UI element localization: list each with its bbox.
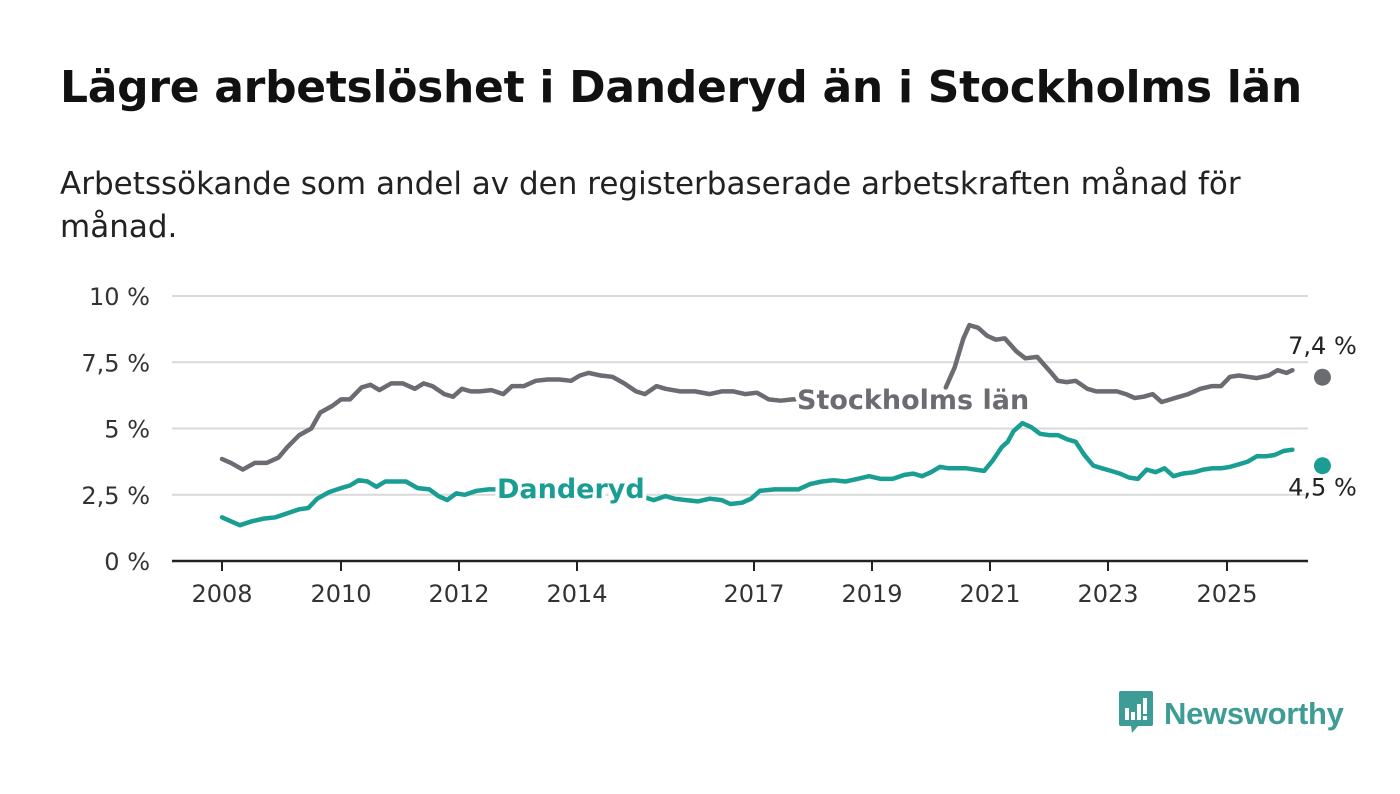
x-tick-label: 2021 xyxy=(959,580,1020,608)
series-line-danderyd-2 xyxy=(642,420,1295,507)
x-tick-label: 2010 xyxy=(310,580,371,608)
series-label-danderyd: Danderyd xyxy=(497,474,645,505)
x-tick-label: 2012 xyxy=(428,580,489,608)
y-tick-label: 10 % xyxy=(89,283,150,311)
series-line-stockholms-l-n-1 xyxy=(219,370,860,472)
x-tick-label: 2017 xyxy=(723,580,784,608)
end-markers: 7,4 % 4,5 % xyxy=(1288,332,1357,502)
series-line-danderyd-1 xyxy=(219,477,533,528)
end-value-label-stockholms-l-n: 7,4 % xyxy=(1288,332,1357,360)
series-lines xyxy=(219,322,1295,528)
y-tick-label: 2,5 % xyxy=(81,482,150,510)
end-marker-stockholms-l-n xyxy=(1313,368,1331,386)
y-tick-label: 5 % xyxy=(104,416,150,444)
series-label-halo-stockholms-l-n: Stockholms län xyxy=(797,385,1029,416)
x-tick-label: 2025 xyxy=(1196,580,1257,608)
chart-subtitle: Arbetssökande som andel av den registerb… xyxy=(60,166,1241,245)
series-label-halo-danderyd: Danderyd xyxy=(497,474,645,505)
newsworthy-logo-icon xyxy=(1118,690,1154,738)
x-tick-label: 2023 xyxy=(1077,580,1138,608)
chart-title: Lägre arbetslöshet i Danderyd än i Stock… xyxy=(60,62,1302,113)
brand-name: Newsworthy xyxy=(1164,696,1344,731)
x-tick-label: 2014 xyxy=(546,580,607,608)
series-label-stockholms-l-n: Stockholms län xyxy=(797,385,1029,416)
x-axis: 2008 2010 2012 2014 2017 2019 2021 2023 2025 xyxy=(172,559,1308,608)
end-marker-danderyd xyxy=(1313,457,1331,475)
end-value-label-danderyd: 4,5 % xyxy=(1288,474,1357,502)
grid-lines xyxy=(172,295,1308,496)
x-tick-label: 2008 xyxy=(191,580,252,608)
y-tick-label: 0 % xyxy=(104,548,150,576)
series-line-stockholms-l-n-2 xyxy=(943,322,1295,405)
y-tick-label: 7,5 % xyxy=(81,349,150,377)
x-tick-label: 2019 xyxy=(841,580,902,608)
newsworthy-brand[interactable]: Newsworthy xyxy=(1118,690,1344,738)
y-axis-tick-labels: 0 % 2,5 % 5 % 7,5 % 10 % xyxy=(81,283,150,576)
